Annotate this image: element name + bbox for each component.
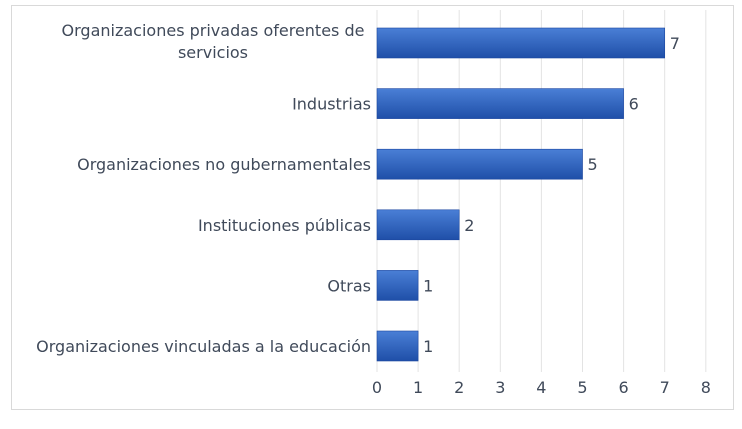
x-tick-label: 0 [372, 378, 382, 397]
bar [376, 27, 666, 59]
bars [376, 27, 666, 362]
bar [376, 209, 460, 241]
x-tick-label: 7 [660, 378, 670, 397]
labels: 0 1 2 3 4 5 6 7 8 7 Organizaciones privadas oferen… [36, 21, 711, 397]
category-label: Industrias [292, 95, 371, 114]
x-tick-label: 5 [577, 378, 587, 397]
data-label: 7 [670, 34, 680, 53]
data-label: 2 [464, 216, 474, 235]
category-label: Organizaciones vinculadas a la educación [36, 337, 371, 356]
x-tick-label: 4 [536, 378, 546, 397]
category-label: Instituciones públicas [198, 216, 371, 235]
data-label: 1 [423, 337, 433, 356]
category-label: Organizaciones privadas oferentes de serv… [62, 21, 365, 62]
bar [376, 148, 583, 180]
gridlines [376, 10, 707, 372]
data-label: 6 [629, 95, 639, 114]
bar [376, 330, 419, 362]
data-label: 5 [588, 155, 598, 174]
chart-frame [11, 5, 734, 410]
bar [376, 270, 419, 301]
category-label: Organizaciones no gubernamentales [77, 155, 371, 174]
x-tick-label: 6 [619, 378, 629, 397]
x-tick-label: 1 [413, 378, 423, 397]
category-label: Otras [327, 276, 371, 295]
x-tick-label: 8 [701, 378, 711, 397]
x-tick-label: 2 [454, 378, 464, 397]
bar [376, 88, 624, 119]
data-label: 1 [423, 276, 433, 295]
x-tick-label: 3 [495, 378, 505, 397]
